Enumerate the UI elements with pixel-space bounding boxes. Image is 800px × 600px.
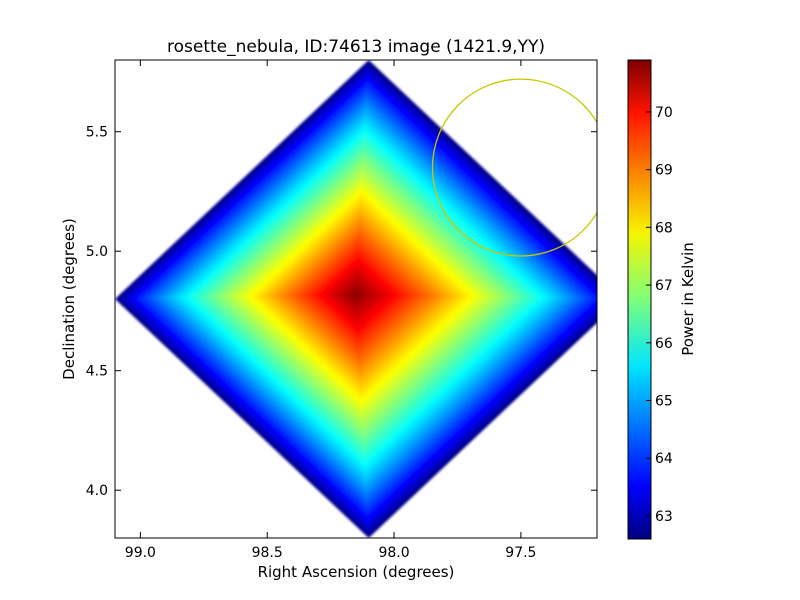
colorbar-tick-label: 63 [655,509,673,525]
colorbar-tick-label: 64 [655,451,673,467]
colorbar-tick-label: 66 [655,336,673,352]
colorbar-ticks: 63 64 65 66 67 68 69 70 [646,105,673,525]
annotation-circle [431,78,597,257]
colorbar-gradient [627,59,652,540]
y-axis-label: Declination (degrees) [60,218,78,380]
y-tick-label: 4.5 [86,364,108,380]
x-axis-ticks: 99.0 98.5 98.0 97.5 [125,60,536,561]
chart-title: rosette_nebula, ID:74613 image (1421.9,Y… [167,37,545,57]
y-tick-label: 4.0 [86,483,108,499]
colorbar-tick-label: 67 [655,278,673,294]
colorbar-tick-label: 65 [655,393,673,409]
heatmap-area [115,60,597,538]
colorbar-label: Power in Kelvin [679,242,697,356]
colorbar-tick-label: 70 [655,105,673,121]
plot-frame [114,59,598,539]
x-axis-label: Right Ascension (degrees) [258,563,455,581]
x-tick-label: 97.5 [505,545,536,561]
heatmap-contour-43 [350,288,363,300]
heatmap-layers [115,60,597,538]
colorbar-tick-label: 68 [655,220,673,236]
y-tick-label: 5.0 [86,244,108,260]
y-axis-ticks: 4.0 4.5 5.0 5.5 [86,125,597,499]
colorbar-tick-label: 69 [655,163,673,179]
y-tick-label: 5.5 [86,125,108,141]
x-tick-label: 98.0 [378,545,409,561]
x-tick-label: 98.5 [252,545,283,561]
x-tick-label: 99.0 [125,545,156,561]
colorbar: 63 64 65 66 67 68 69 70 Power in Kelvin [627,59,697,540]
